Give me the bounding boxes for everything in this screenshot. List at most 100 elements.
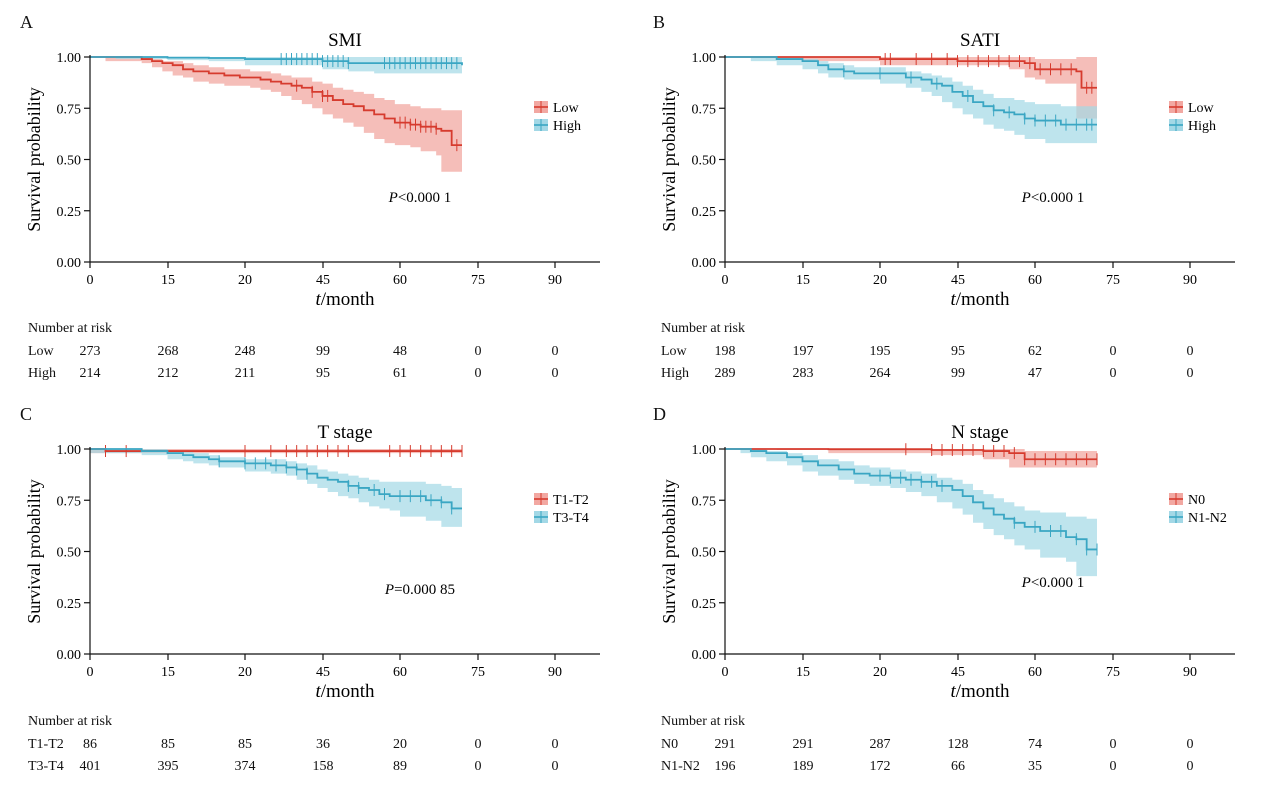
risk-count: 47 [1028,366,1042,381]
risk-row-label: N1-N2 [661,759,700,774]
risk-count: 158 [312,759,334,774]
risk-table-title: Number at risk [28,714,112,729]
panel-label: A [20,12,33,32]
panel-label: B [653,12,666,32]
risk-table-smi: Number at risk Low 273 268 248 99 48 0 0 High 214 2… [0,0,635,392]
legend-item-low: Low [534,101,580,116]
risk-count: 395 [157,759,179,774]
risk-count: 0 [1109,344,1117,359]
x-tick-label: 45 [951,273,965,288]
x-tick-label: 90 [548,665,562,680]
risk-row-label: N0 [661,737,679,752]
x-tick-label: 75 [1106,665,1120,680]
legend-item-n1-n2: N1-N2 [1169,511,1227,526]
risk-count: 95 [951,344,965,359]
y-axis-label: Survival probability [24,87,44,231]
risk-count: 36 [316,737,330,752]
x-tick-label: 75 [471,665,485,680]
x-tick-label: 20 [238,273,252,288]
survival-curve-high [725,56,1097,126]
y-tick-label: 0.25 [57,205,82,220]
risk-count: 85 [238,737,252,752]
panel-a: A SMI 0 15 20 45 60 75 90 0.00 0.25 0.50 0.75 1.00 Su… [0,0,635,392]
risk-count: 248 [234,344,256,359]
risk-row-label: High [661,366,689,381]
risk-table-title: Number at risk [28,321,112,336]
panel-c: C T stage 0 15 20 45 60 75 90 0.00 0.25 0.50 0.75 1.… [0,392,635,784]
p-value: P<0.000 1 [1021,190,1085,206]
y-tick-label: 1.00 [692,51,717,66]
risk-count: 196 [714,759,736,774]
risk-count: 0 [551,759,559,774]
y-tick-label: 0.50 [692,154,717,169]
risk-count: 74 [1028,737,1042,752]
panel-label: C [20,404,33,424]
risk-count: 198 [714,344,736,359]
chart-title: SATI [960,30,1000,51]
y-tick-label: 1.00 [57,51,82,66]
survival-curve-low [725,56,1097,89]
risk-count: 283 [792,366,814,381]
x-tick-label: 0 [722,665,729,680]
legend-item-t1-t2: T1-T2 [534,493,589,508]
y-tick-label: 0.00 [692,256,717,271]
risk-count: 95 [316,366,330,381]
risk-count: 20 [393,737,407,752]
risk-count: 273 [79,344,101,359]
risk-count: 211 [234,366,256,381]
confidence-band-high [90,57,462,74]
risk-row-label: T1-T2 [28,737,64,752]
risk-count: 172 [869,759,891,774]
x-tick-label: 45 [316,665,330,680]
risk-count: 289 [714,366,736,381]
risk-count: 197 [792,344,814,359]
risk-count: 195 [869,344,891,359]
panel-b: B SATI 0 15 20 45 60 75 90 0.00 0.25 0.50 0.75 1.00 S… [635,0,1270,392]
risk-count: 0 [1109,759,1117,774]
y-tick-label: 0.25 [692,597,717,612]
p-value: P<0.000 1 [388,190,452,206]
risk-count: 291 [714,737,736,752]
x-tick-label: 45 [316,273,330,288]
x-axis-label: t/month [315,681,375,702]
y-tick-label: 0.50 [57,546,82,561]
y-axis-label: Survival probability [24,479,44,623]
risk-count: 48 [393,344,407,359]
y-tick-label: 0.00 [57,648,82,663]
x-tick-label: 60 [393,273,407,288]
y-tick-label: 0.25 [692,205,717,220]
x-axis-label: t/month [950,681,1010,702]
y-axis-label: Survival probability [659,87,679,231]
risk-count: 85 [161,737,175,752]
legend-label: N1-N2 [1188,511,1227,526]
p-value: P<0.000 1 [1021,575,1085,591]
km-chart-t-stage: T stage 0 15 20 45 60 75 90 0.00 0.25 0.50 0.75 1.00… [24,422,600,702]
y-tick-label: 1.00 [57,443,82,458]
y-tick-label: 0.75 [692,102,717,117]
risk-count: 0 [1186,344,1194,359]
legend-item-high: High [1169,119,1216,134]
x-tick-label: 75 [471,273,485,288]
risk-count: 0 [1186,759,1194,774]
risk-count: 0 [474,759,482,774]
x-axis-label: t/month [315,289,375,310]
risk-count: 66 [951,759,965,774]
risk-count: 264 [869,366,891,381]
x-tick-label: 15 [796,665,810,680]
risk-row-label: T3-T4 [28,759,64,774]
risk-count: 401 [79,759,101,774]
risk-table-sati: Number at risk Low 198 197 195 95 62 0 0 High 289 2… [635,0,1270,392]
risk-table-n-stage: Number at risk N0 291 291 287 128 74 0 0 N1-N2 196… [635,392,1270,784]
risk-count: 89 [393,759,407,774]
x-tick-label: 0 [87,273,94,288]
x-tick-label: 60 [393,665,407,680]
y-tick-label: 0.00 [57,256,82,271]
p-value: P=0.000 85 [384,582,455,598]
y-tick-label: 0.50 [692,546,717,561]
x-tick-label: 20 [873,273,887,288]
x-tick-label: 0 [722,273,729,288]
x-tick-label: 90 [1183,273,1197,288]
risk-count: 128 [947,737,969,752]
risk-count: 0 [474,366,482,381]
risk-count: 212 [157,366,179,381]
